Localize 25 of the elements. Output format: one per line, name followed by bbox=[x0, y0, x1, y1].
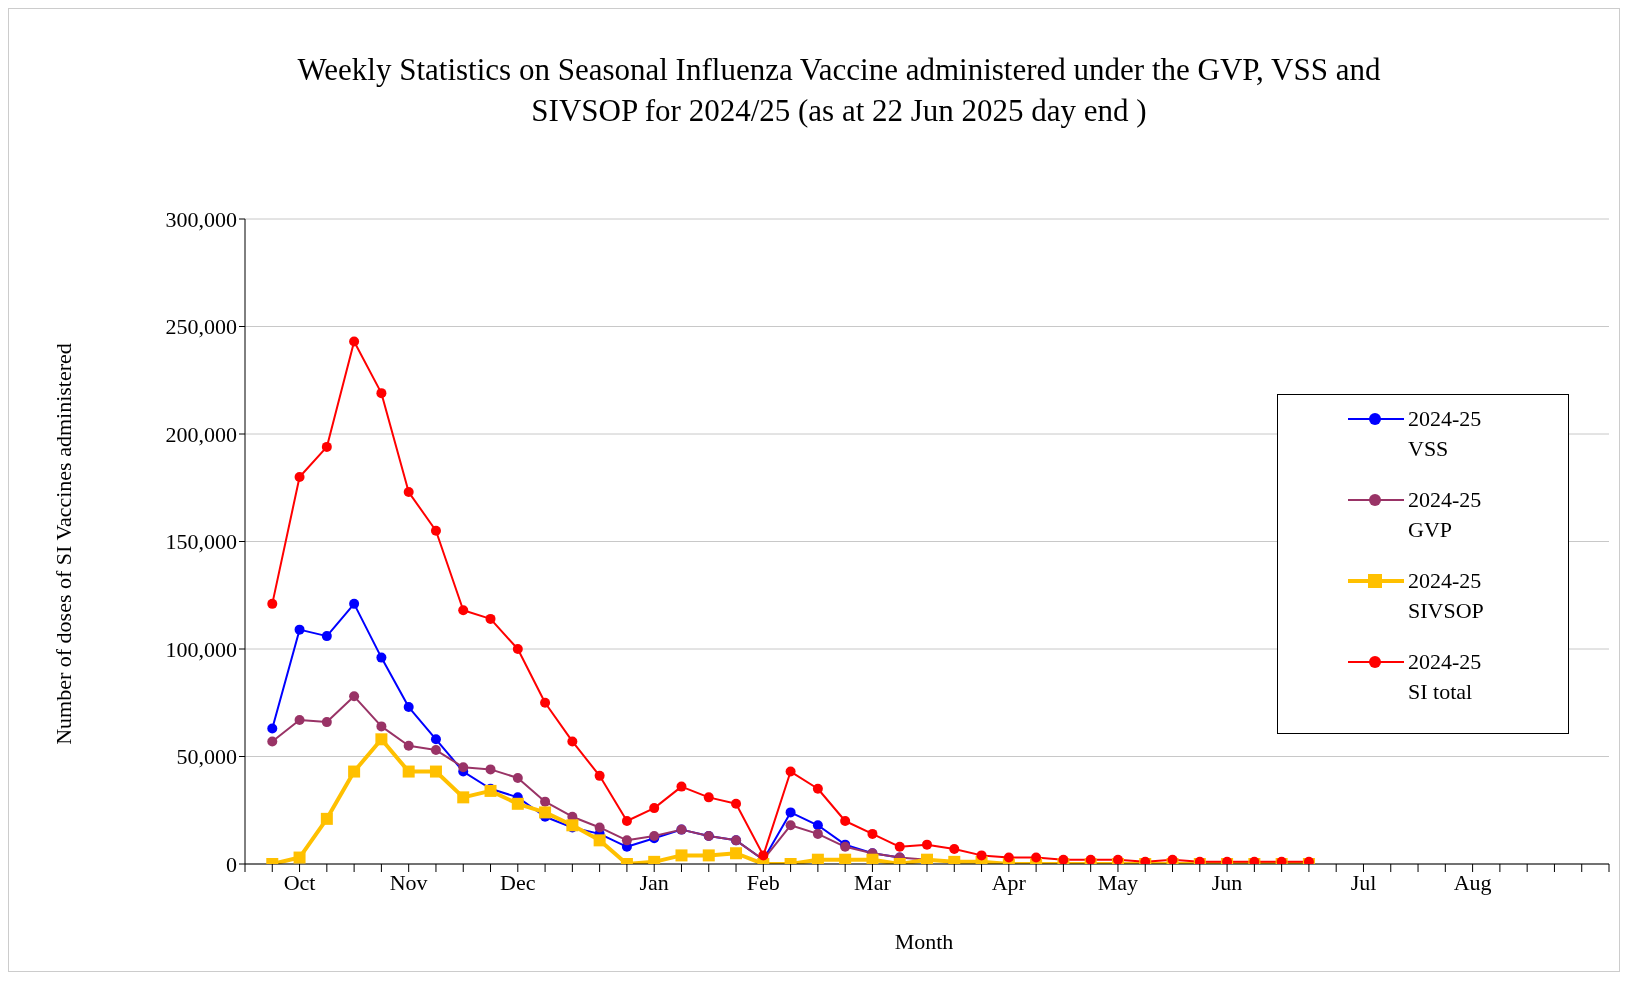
x-tick-label: Jan bbox=[639, 869, 669, 895]
y-tick-label: 150,000 bbox=[165, 529, 237, 555]
x-tick-label: Aug bbox=[1453, 869, 1492, 895]
x-tick-label: Jun bbox=[1211, 869, 1243, 895]
x-tick-label: Nov bbox=[389, 869, 428, 895]
y-tick-label: 0 bbox=[226, 851, 237, 877]
x-axis-title: Month bbox=[893, 929, 955, 955]
x-tick-label: Apr bbox=[991, 869, 1027, 895]
y-tick-label: 200,000 bbox=[165, 421, 237, 447]
legend-label: 2024-25 GVP bbox=[1408, 486, 1483, 544]
legend-label: 2024-25 SIVSOP bbox=[1408, 567, 1485, 625]
y-tick-label: 50,000 bbox=[176, 744, 237, 770]
chart-title: Weekly Statistics on Seasonal Influenza Vaccine administered under the GVP, VSS and SIVSOP for 2024/25 (as at 22 Jun 2025 day end ) bbox=[296, 51, 1382, 130]
x-tick-label: Oct bbox=[283, 869, 316, 895]
legend-label: 2024-25 VSS bbox=[1408, 405, 1483, 463]
x-tick-label: Mar bbox=[854, 869, 892, 895]
x-tick-label: Feb bbox=[746, 869, 780, 895]
y-tick-label: 250,000 bbox=[165, 314, 237, 340]
x-tick-label: May bbox=[1097, 869, 1139, 895]
legend-label: 2024-25 SI total bbox=[1408, 648, 1483, 706]
y-tick-label: 100,000 bbox=[165, 636, 237, 662]
y-axis-title: Number of doses of SI Vaccines administered bbox=[51, 343, 77, 745]
x-tick-label: Jul bbox=[1350, 869, 1377, 895]
y-tick-label: 300,000 bbox=[165, 206, 237, 232]
x-tick-label: Dec bbox=[500, 869, 536, 895]
